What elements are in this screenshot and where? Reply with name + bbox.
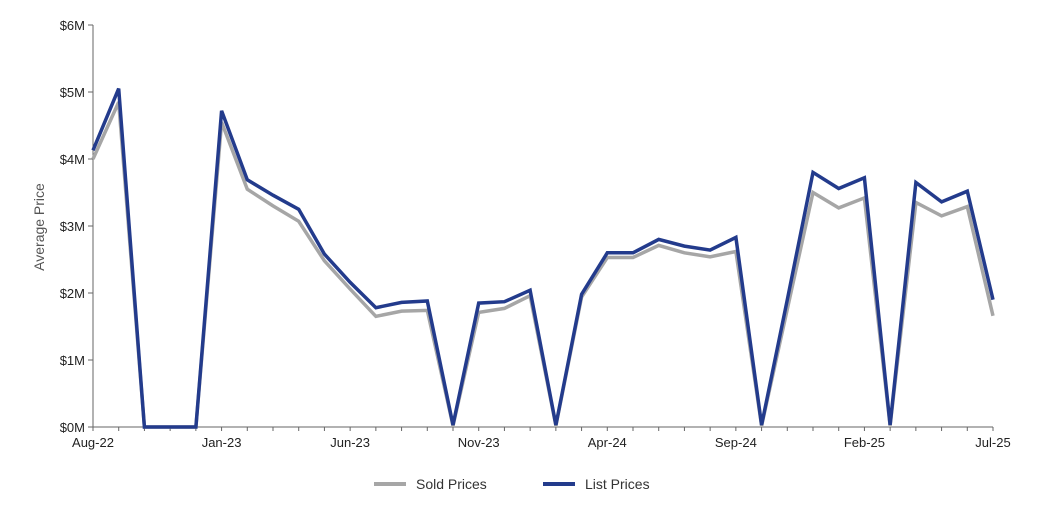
legend-label: Sold Prices bbox=[416, 476, 487, 492]
legend: Sold Prices List Prices bbox=[374, 476, 650, 492]
legend-label: List Prices bbox=[585, 476, 650, 492]
y-tick-label: $2M bbox=[60, 286, 85, 301]
y-tick-label: $4M bbox=[60, 152, 85, 167]
x-tick-label: Apr-24 bbox=[588, 435, 627, 450]
x-tick-label: Jan-23 bbox=[202, 435, 242, 450]
series-lines bbox=[91, 87, 995, 429]
x-axis: Aug-22 Jan-23 Jun-23 Nov-23 Apr-24 Sep-24 Feb-… bbox=[72, 426, 1011, 450]
y-tick-label: $3M bbox=[60, 219, 85, 234]
x-tick-label: Jun-23 bbox=[330, 435, 370, 450]
series-line-sold-prices bbox=[91, 101, 995, 429]
x-tick-label: Nov-23 bbox=[458, 435, 500, 450]
y-axis-title: Average Price bbox=[31, 183, 47, 271]
y-tick-label: $0M bbox=[60, 420, 85, 435]
x-tick-label: Aug-22 bbox=[72, 435, 114, 450]
y-tick-label: $5M bbox=[60, 85, 85, 100]
y-tick-label: $1M bbox=[60, 353, 85, 368]
y-axis: $0M $1M $2M $3M $4M $5M $6M bbox=[60, 18, 94, 435]
x-tick-label: Feb-25 bbox=[844, 435, 885, 450]
y-tick-label: $6M bbox=[60, 18, 85, 33]
x-tick-label: Sep-24 bbox=[715, 435, 757, 450]
x-tick-label: Jul-25 bbox=[975, 435, 1010, 450]
series-line-list-prices bbox=[91, 87, 995, 429]
